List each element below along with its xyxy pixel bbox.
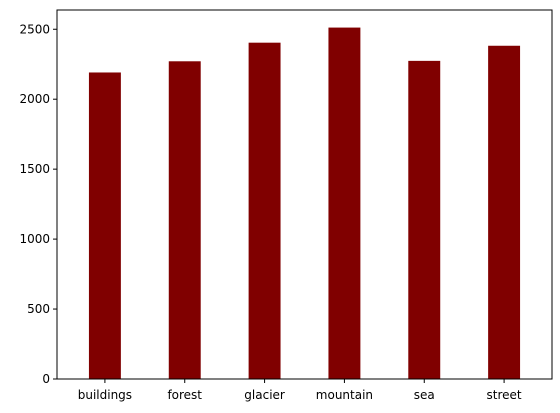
bar-glacier [248,42,281,380]
bar-sea [408,60,441,379]
bar-buildings [88,72,121,379]
x-tick-label-glacier: glacier [244,388,285,402]
bar-mountain [328,27,361,379]
x-tick-label-street: street [487,388,522,402]
y-tick-label: 500 [27,302,50,316]
bar-street [488,45,521,379]
x-tick-label-mountain: mountain [316,388,373,402]
y-tick-label: 0 [42,372,50,386]
x-tick-label-buildings: buildings [78,388,132,402]
y-tick-label: 2500 [19,22,50,36]
y-tick-label: 1000 [19,232,50,246]
y-tick-label: 2000 [19,92,50,106]
x-tick-label-sea: sea [414,388,435,402]
x-tick-label-forest: forest [167,388,202,402]
bar-forest [168,61,201,380]
bars-layer [88,27,521,380]
x-axis: buildings forest glacier mountain sea street [78,379,522,402]
plot-frame [56,9,553,380]
y-tick-label: 1500 [19,162,50,176]
y-axis: 0 500 1000 1500 2000 2500 [19,22,57,386]
